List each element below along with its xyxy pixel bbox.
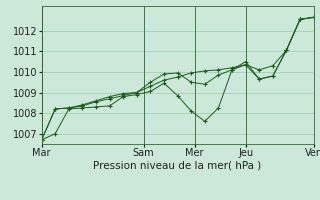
X-axis label: Pression niveau de la mer( hPa ): Pression niveau de la mer( hPa ) [93,161,262,171]
